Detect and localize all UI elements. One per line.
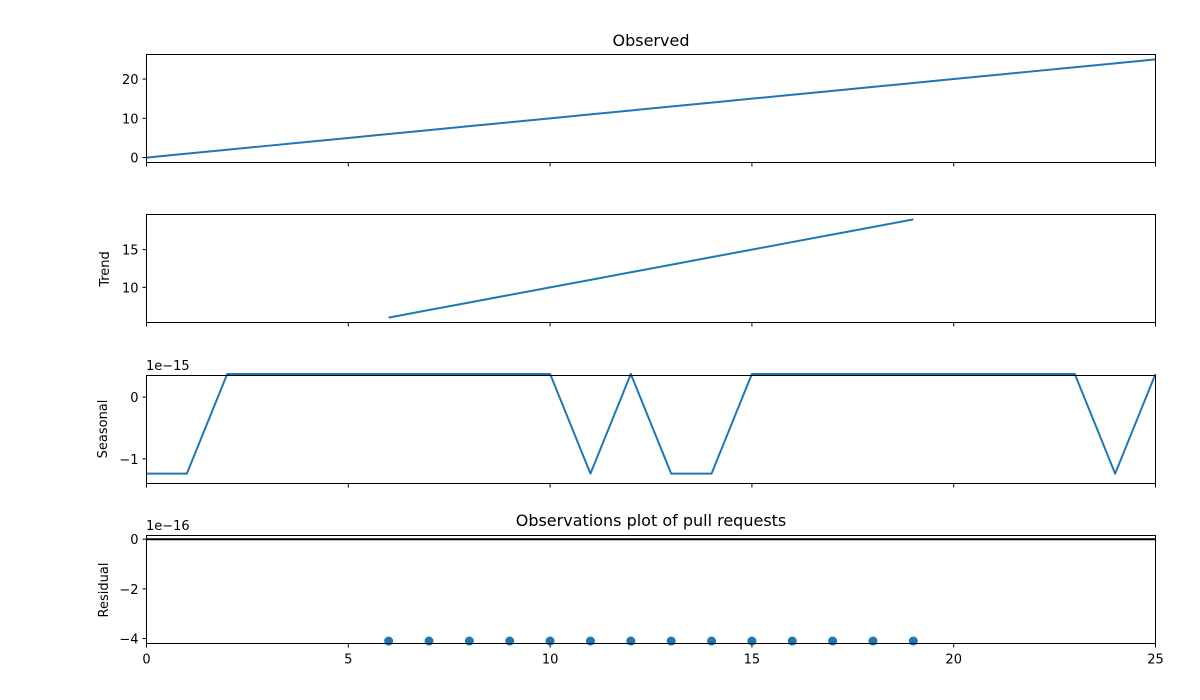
observed-title: Observed: [613, 31, 690, 50]
x-tick-label: 20: [945, 653, 962, 668]
residual-offset-label: 1e−16: [146, 519, 190, 534]
residual-frame: [146, 535, 1156, 644]
x-tick-label: 25: [1147, 653, 1164, 668]
seasonal-ytick-label: −1: [119, 453, 138, 468]
residual-ytick-label: 0: [130, 533, 138, 548]
residual-point: [424, 636, 434, 646]
residual-ytick-label: −4: [119, 633, 138, 648]
seasonal-ylabel: Seasonal: [96, 400, 111, 459]
observed-series-line: [146, 58, 1156, 159]
residual-panel: Observations plot of pull requests 1e−16…: [97, 511, 1164, 668]
residual-point: [747, 636, 757, 646]
trend-panel: Trend 10 15: [98, 214, 1156, 327]
seasonal-ytick-label: 0: [130, 391, 138, 406]
residual-point: [787, 636, 797, 646]
observed-ytick-label: 0: [130, 152, 138, 167]
residual-point: [464, 636, 474, 646]
residual-point: [626, 636, 636, 646]
x-tick-label: 0: [142, 653, 150, 668]
observed-frame: [146, 54, 1156, 163]
trend-frame: [146, 214, 1156, 323]
residual-ylabel: Residual: [97, 563, 112, 618]
residual-point: [828, 636, 838, 646]
residual-ytick-label: −2: [119, 583, 138, 598]
trend-ytick-label: 10: [122, 281, 139, 296]
residual-point: [908, 636, 918, 646]
x-tick-label: 10: [542, 653, 559, 668]
observed-ytick-label: 10: [122, 112, 139, 127]
trend-series-line: [388, 218, 914, 319]
residual-point: [868, 636, 878, 646]
residual-point: [505, 636, 515, 646]
residual-point: [585, 636, 595, 646]
seasonal-offset-label: 1e−15: [146, 359, 190, 374]
observed-panel: Observed 0 10 20: [122, 31, 1156, 167]
residual-point: [707, 636, 717, 646]
seasonal-frame: [146, 375, 1156, 484]
residual-title: Observations plot of pull requests: [516, 511, 787, 530]
residual-point: [666, 636, 676, 646]
trend-ytick-label: 15: [122, 244, 139, 259]
seasonal-panel: 1e−15 Seasonal −1 0: [96, 359, 1157, 488]
seasonal-series-line: [146, 372, 1157, 475]
trend-ylabel: Trend: [98, 251, 113, 288]
x-tick-label: 5: [344, 653, 352, 668]
residual-point: [384, 636, 394, 646]
x-tick-label: 15: [744, 653, 761, 668]
residual-point: [545, 636, 555, 646]
observed-ytick-label: 20: [122, 73, 139, 88]
